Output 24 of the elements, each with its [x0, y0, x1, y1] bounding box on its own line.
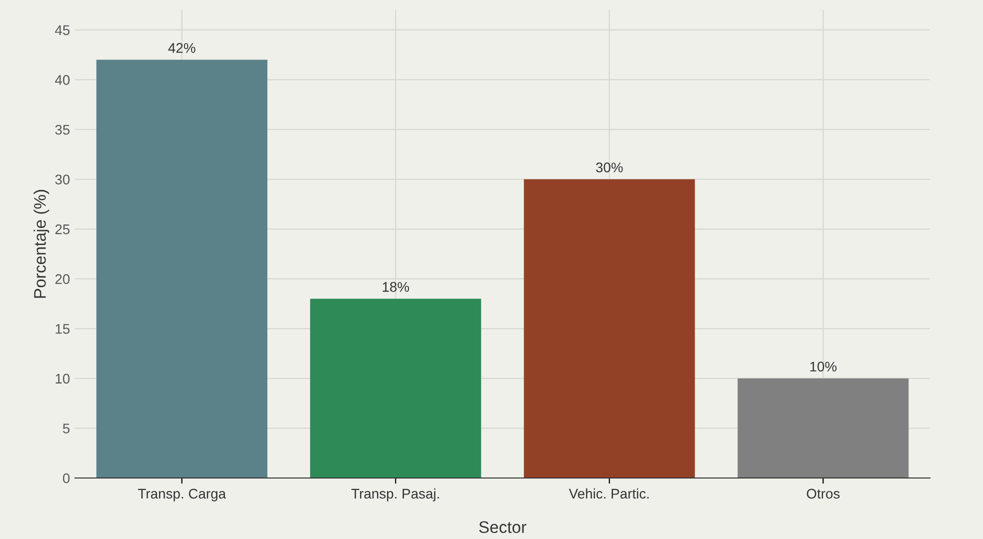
- y-tick-label: 20: [55, 274, 70, 284]
- data-label: 10%: [810, 362, 837, 372]
- x-tick-label: Otros: [806, 488, 840, 499]
- x-axis-title: Sector: [479, 521, 526, 534]
- x-tick-label: Transp. Pasaj.: [351, 488, 439, 502]
- y-tick-label: 0: [62, 473, 70, 484]
- bar: [524, 179, 695, 478]
- y-tick-label: 10: [56, 374, 70, 384]
- data-label: 42%: [168, 43, 196, 53]
- x-tick-label: Vehic. Partic.: [568, 488, 649, 499]
- bar: [96, 60, 268, 478]
- data-label: 30%: [596, 162, 623, 172]
- y-tick-label: 5: [62, 424, 70, 434]
- y-axis-title: Porcentaje (%): [34, 190, 50, 298]
- x-tick-label: Transp. Carga: [138, 488, 226, 502]
- data-label: 18%: [382, 282, 410, 292]
- y-tick-label: 30: [55, 174, 70, 184]
- y-tick-label: 35: [55, 124, 70, 135]
- y-tick-label: 15: [56, 324, 70, 334]
- y-tick-label: 45: [55, 25, 70, 36]
- y-tick-label: 25: [55, 224, 70, 234]
- bar: [738, 378, 909, 478]
- bar: [310, 298, 482, 478]
- y-tick-label: 40: [55, 75, 70, 85]
